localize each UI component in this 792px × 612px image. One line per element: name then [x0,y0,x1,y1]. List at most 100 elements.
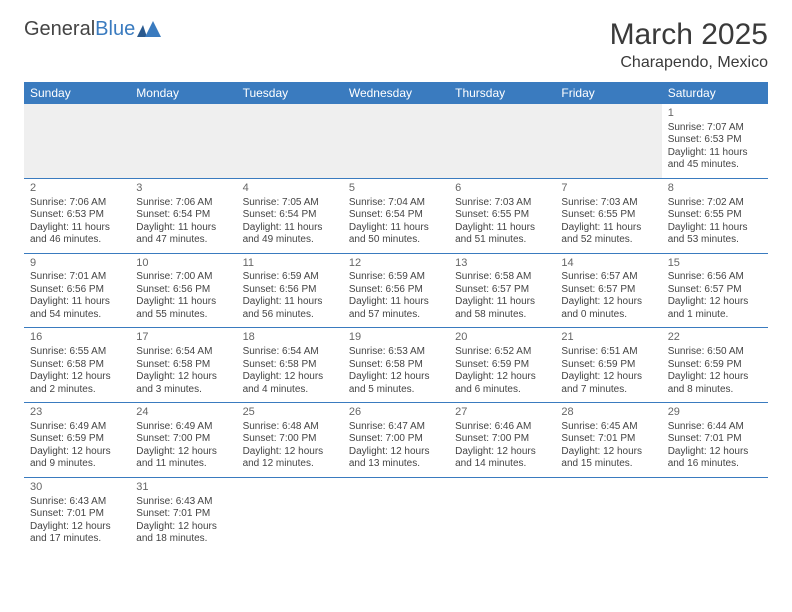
day-details: Sunrise: 6:53 AMSunset: 6:58 PMDaylight:… [349,346,443,396]
month-title: March 2025 [610,18,768,52]
calendar-cell: 13Sunrise: 6:58 AMSunset: 6:57 PMDayligh… [449,253,555,328]
day-number: 29 [668,406,762,420]
day-details: Sunrise: 7:01 AMSunset: 6:56 PMDaylight:… [30,271,124,321]
day-details: Sunrise: 6:57 AMSunset: 6:57 PMDaylight:… [561,271,655,321]
day-number: 15 [668,257,762,271]
day-details: Sunrise: 7:07 AMSunset: 6:53 PMDaylight:… [668,122,762,172]
calendar-week-row: 23Sunrise: 6:49 AMSunset: 6:59 PMDayligh… [24,403,768,478]
day-details: Sunrise: 6:59 AMSunset: 6:56 PMDaylight:… [349,271,443,321]
calendar-week-row: 16Sunrise: 6:55 AMSunset: 6:58 PMDayligh… [24,328,768,403]
day-number: 27 [455,406,549,420]
day-number: 6 [455,182,549,196]
day-number: 26 [349,406,443,420]
calendar-week-row: 2Sunrise: 7:06 AMSunset: 6:53 PMDaylight… [24,178,768,253]
day-details: Sunrise: 6:46 AMSunset: 7:00 PMDaylight:… [455,421,549,471]
calendar-cell: 3Sunrise: 7:06 AMSunset: 6:54 PMDaylight… [130,178,236,253]
calendar-cell: 8Sunrise: 7:02 AMSunset: 6:55 PMDaylight… [662,178,768,253]
calendar-week-row: 30Sunrise: 6:43 AMSunset: 7:01 PMDayligh… [24,477,768,551]
calendar-cell: 26Sunrise: 6:47 AMSunset: 7:00 PMDayligh… [343,403,449,478]
day-details: Sunrise: 7:05 AMSunset: 6:54 PMDaylight:… [243,197,337,247]
day-details: Sunrise: 6:50 AMSunset: 6:59 PMDaylight:… [668,346,762,396]
logo-text-b: Blue [95,18,135,41]
calendar-cell [555,477,661,551]
day-number: 20 [455,331,549,345]
calendar-cell: 14Sunrise: 6:57 AMSunset: 6:57 PMDayligh… [555,253,661,328]
calendar-cell: 19Sunrise: 6:53 AMSunset: 6:58 PMDayligh… [343,328,449,403]
day-number: 17 [136,331,230,345]
calendar-cell: 24Sunrise: 6:49 AMSunset: 7:00 PMDayligh… [130,403,236,478]
day-header-row: SundayMondayTuesdayWednesdayThursdayFrid… [24,82,768,104]
calendar-week-row: 9Sunrise: 7:01 AMSunset: 6:56 PMDaylight… [24,253,768,328]
day-details: Sunrise: 7:06 AMSunset: 6:54 PMDaylight:… [136,197,230,247]
day-number: 30 [30,481,124,495]
calendar-cell [343,104,449,178]
day-number: 10 [136,257,230,271]
day-number: 23 [30,406,124,420]
day-header: Thursday [449,82,555,104]
day-details: Sunrise: 7:03 AMSunset: 6:55 PMDaylight:… [455,197,549,247]
day-header: Tuesday [237,82,343,104]
calendar-cell: 20Sunrise: 6:52 AMSunset: 6:59 PMDayligh… [449,328,555,403]
calendar-cell: 28Sunrise: 6:45 AMSunset: 7:01 PMDayligh… [555,403,661,478]
day-number: 13 [455,257,549,271]
day-details: Sunrise: 7:03 AMSunset: 6:55 PMDaylight:… [561,197,655,247]
day-number: 5 [349,182,443,196]
day-number: 7 [561,182,655,196]
day-details: Sunrise: 6:43 AMSunset: 7:01 PMDaylight:… [136,496,230,546]
day-details: Sunrise: 7:06 AMSunset: 6:53 PMDaylight:… [30,197,124,247]
calendar-cell: 17Sunrise: 6:54 AMSunset: 6:58 PMDayligh… [130,328,236,403]
page-header: GeneralBlue March 2025 Charapendo, Mexic… [24,18,768,72]
calendar-table: SundayMondayTuesdayWednesdayThursdayFrid… [24,82,768,552]
day-header: Monday [130,82,236,104]
calendar-cell [449,104,555,178]
calendar-cell: 4Sunrise: 7:05 AMSunset: 6:54 PMDaylight… [237,178,343,253]
calendar-cell: 1Sunrise: 7:07 AMSunset: 6:53 PMDaylight… [662,104,768,178]
day-number: 24 [136,406,230,420]
day-number: 14 [561,257,655,271]
calendar-cell: 7Sunrise: 7:03 AMSunset: 6:55 PMDaylight… [555,178,661,253]
calendar-cell: 15Sunrise: 6:56 AMSunset: 6:57 PMDayligh… [662,253,768,328]
calendar-cell: 2Sunrise: 7:06 AMSunset: 6:53 PMDaylight… [24,178,130,253]
day-number: 8 [668,182,762,196]
day-number: 25 [243,406,337,420]
calendar-cell [237,104,343,178]
day-details: Sunrise: 6:47 AMSunset: 7:00 PMDaylight:… [349,421,443,471]
day-details: Sunrise: 7:04 AMSunset: 6:54 PMDaylight:… [349,197,443,247]
day-header: Saturday [662,82,768,104]
day-number: 28 [561,406,655,420]
calendar-cell: 25Sunrise: 6:48 AMSunset: 7:00 PMDayligh… [237,403,343,478]
calendar-cell: 5Sunrise: 7:04 AMSunset: 6:54 PMDaylight… [343,178,449,253]
day-number: 9 [30,257,124,271]
day-number: 31 [136,481,230,495]
calendar-body: 1Sunrise: 7:07 AMSunset: 6:53 PMDaylight… [24,104,768,552]
calendar-head: SundayMondayTuesdayWednesdayThursdayFrid… [24,82,768,104]
calendar-cell [130,104,236,178]
day-number: 2 [30,182,124,196]
day-details: Sunrise: 6:55 AMSunset: 6:58 PMDaylight:… [30,346,124,396]
calendar-cell [24,104,130,178]
day-details: Sunrise: 6:43 AMSunset: 7:01 PMDaylight:… [30,496,124,546]
day-details: Sunrise: 6:49 AMSunset: 7:00 PMDaylight:… [136,421,230,471]
day-details: Sunrise: 6:45 AMSunset: 7:01 PMDaylight:… [561,421,655,471]
calendar-cell: 23Sunrise: 6:49 AMSunset: 6:59 PMDayligh… [24,403,130,478]
day-details: Sunrise: 6:49 AMSunset: 6:59 PMDaylight:… [30,421,124,471]
day-number: 18 [243,331,337,345]
logo-flag-icon [137,21,161,39]
day-number: 19 [349,331,443,345]
calendar-cell: 16Sunrise: 6:55 AMSunset: 6:58 PMDayligh… [24,328,130,403]
calendar-cell: 12Sunrise: 6:59 AMSunset: 6:56 PMDayligh… [343,253,449,328]
day-details: Sunrise: 6:56 AMSunset: 6:57 PMDaylight:… [668,271,762,321]
day-details: Sunrise: 6:52 AMSunset: 6:59 PMDaylight:… [455,346,549,396]
day-number: 22 [668,331,762,345]
day-number: 12 [349,257,443,271]
calendar-cell [555,104,661,178]
day-number: 21 [561,331,655,345]
calendar-cell: 31Sunrise: 6:43 AMSunset: 7:01 PMDayligh… [130,477,236,551]
day-number: 11 [243,257,337,271]
calendar-cell: 10Sunrise: 7:00 AMSunset: 6:56 PMDayligh… [130,253,236,328]
day-header: Friday [555,82,661,104]
calendar-cell: 11Sunrise: 6:59 AMSunset: 6:56 PMDayligh… [237,253,343,328]
day-details: Sunrise: 6:54 AMSunset: 6:58 PMDaylight:… [136,346,230,396]
day-details: Sunrise: 7:00 AMSunset: 6:56 PMDaylight:… [136,271,230,321]
day-details: Sunrise: 6:44 AMSunset: 7:01 PMDaylight:… [668,421,762,471]
